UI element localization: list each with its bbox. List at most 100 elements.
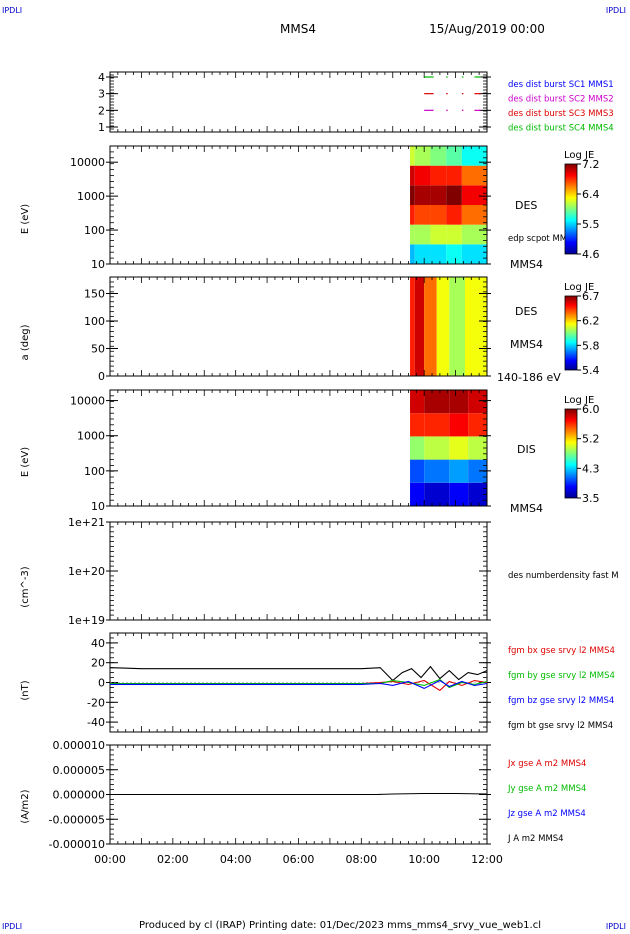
burst-legend-entry: des dist burst SC1 MMS1 [508, 80, 614, 90]
panel-label-des: DES [515, 199, 537, 212]
spectrogram-cell [410, 436, 425, 460]
spectrogram-cell [424, 459, 450, 483]
colorbar-tick-label: 4.6 [582, 248, 600, 261]
fgm-legend-entry: fgm bt gse srvy l2 MMS4 [508, 721, 613, 731]
spectrogram-cell [449, 390, 469, 414]
spectrogram-cell [430, 165, 447, 186]
spectrogram-cell [424, 436, 450, 460]
spectrogram-cell [446, 185, 462, 205]
colorbar-title: Log JE [564, 150, 594, 161]
x-tick-label: 10:00 [408, 853, 440, 866]
y-tick-label: 20 [91, 657, 105, 670]
y-tick-label: -0.000010 [49, 838, 105, 851]
corner-label-bottom-right: IPDLI [605, 922, 626, 931]
y-tick-label: 1e+19 [68, 614, 105, 627]
panel-label-scpot: edp scpot MMS4 [508, 234, 578, 244]
spectrogram-cell [410, 185, 415, 205]
spectrogram-cell [430, 146, 447, 166]
panel-label-des: DES [515, 305, 537, 318]
colorbar-tick-label: 6.7 [582, 290, 600, 303]
datetime-title: 15/Aug/2019 00:00 [429, 22, 545, 36]
spectrogram-cell [424, 482, 450, 506]
y-tick-label: 0.000010 [53, 739, 106, 752]
spectrogram-cell [410, 205, 415, 225]
fgm-legend-entry: fgm by gse srvy l2 MMS4 [508, 671, 615, 681]
panel-label-mms4: MMS4 [510, 258, 543, 271]
spectrogram-cell [461, 244, 487, 264]
spectrogram-cell [446, 205, 462, 225]
spectrogram-cell [446, 224, 462, 245]
pitch-cell [436, 277, 450, 376]
pitch-cell [449, 277, 466, 376]
spectrogram-cell [414, 205, 431, 225]
colorbar [564, 295, 578, 371]
fgm-legend-entry: fgm bx gse srvy l2 MMS4 [508, 646, 615, 656]
burst-panel-frame [109, 71, 488, 133]
panel-label-dis: DIS [517, 443, 536, 456]
colorbar-tick-label: 3.5 [582, 492, 600, 505]
spectrogram-cell [461, 185, 487, 205]
corner-label-bottom-left: IPDLI [2, 922, 23, 931]
pitch-cell [465, 277, 487, 376]
panel-label-mms4: MMS4 [510, 338, 543, 351]
colorbar [564, 163, 578, 255]
y-tick-label: 4 [98, 71, 105, 84]
y-tick-label: 1000 [77, 430, 105, 443]
spectrogram-cell [424, 413, 450, 437]
spectrogram-cell [461, 205, 487, 225]
current-legend-entry: J A m2 MMS4 [507, 834, 564, 844]
y-tick-label: 0 [98, 677, 105, 690]
colorbar-tick-label: 5.5 [582, 218, 600, 231]
density-legend-entry: des numberdensity fast M [508, 571, 619, 581]
colorbar-tick-label: 5.2 [582, 433, 600, 446]
y-tick-label: -40 [87, 716, 105, 729]
y-axis-label: E (eV) [20, 204, 31, 234]
y-tick-label: 10000 [70, 156, 105, 169]
spectrogram-cell [410, 413, 425, 437]
y-tick-label: 10 [91, 500, 105, 513]
pitch-cell [414, 277, 425, 376]
y-tick-label: 10 [91, 258, 105, 271]
spectrogram-cell [410, 165, 415, 186]
spectrogram-cell [414, 165, 431, 186]
spectrogram-cell [414, 185, 431, 205]
spectrogram-cell [449, 413, 469, 437]
current-legend-entry: Jz gse A m2 MMS4 [507, 809, 586, 819]
spectrogram-cell [430, 224, 447, 245]
x-tick-label: 12:00 [471, 853, 503, 866]
spectrogram-cell [468, 413, 487, 437]
colorbar-tick-label: 5.4 [582, 364, 600, 377]
fgm-legend-entry: fgm bz gse srvy l2 MMS4 [508, 696, 614, 706]
y-axis-label: (nT) [20, 680, 31, 700]
fgm-series-line [110, 679, 488, 690]
colorbar-tick-label: 6.2 [582, 315, 600, 328]
colorbar-title: Log JE [564, 395, 594, 406]
y-tick-label: 40 [91, 637, 105, 650]
current-legend-entry: Jx gse A m2 MMS4 [507, 759, 586, 769]
colorbar-tick-label: 7.2 [582, 158, 600, 171]
y-tick-label: 0 [98, 370, 105, 383]
y-tick-label: -20 [87, 696, 105, 709]
y-tick-label: 1000 [77, 190, 105, 203]
burst-legend-entry: des dist burst SC2 MMS2 [508, 95, 614, 105]
colorbar [564, 408, 578, 499]
y-tick-label: 100 [84, 465, 105, 478]
spectrogram-cell [410, 244, 415, 264]
spectrogram-cell [449, 482, 469, 506]
y-tick-label: 1 [98, 121, 105, 134]
spectrogram-cell [446, 165, 462, 186]
burst-legend-entry: des dist burst SC3 MMS3 [508, 109, 614, 119]
spectrogram-cell [430, 185, 447, 205]
y-tick-label: 0.000005 [53, 764, 106, 777]
y-tick-label: 150 [84, 288, 105, 301]
spectrogram-cell [410, 146, 415, 166]
spectrogram-cell [449, 459, 469, 483]
pitch-cell [410, 277, 415, 376]
spectrogram-cell [414, 146, 431, 166]
colorbar-tick-label: 6.4 [582, 188, 600, 201]
spectrogram-cell [410, 459, 425, 483]
y-tick-label: 3 [98, 88, 105, 101]
spectrogram-cell [461, 165, 487, 186]
spectrogram-cell [414, 244, 431, 264]
